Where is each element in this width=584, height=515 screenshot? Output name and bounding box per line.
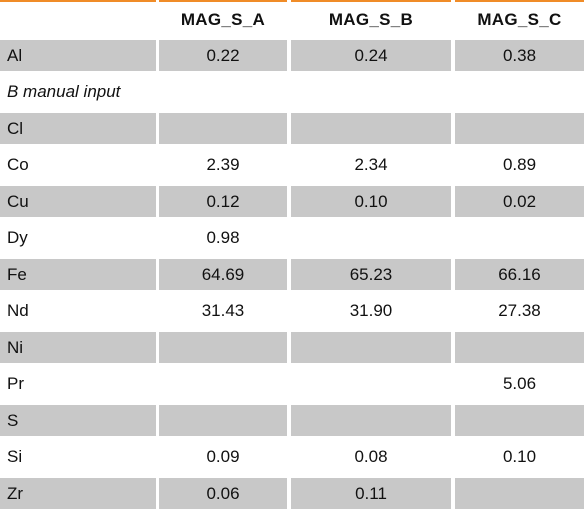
table-cell <box>455 332 584 363</box>
row-label: Cl <box>0 113 156 144</box>
table-header: MAG_S_A MAG_S_B MAG_S_C <box>0 0 584 38</box>
table-cell: 0.08 <box>354 447 388 466</box>
column-header-mag-s-c: MAG_S_C <box>455 0 584 38</box>
table-cell: 2.39 <box>206 155 240 174</box>
table-row: Cl <box>0 111 584 148</box>
table-cell: 66.16 <box>455 259 584 290</box>
table-row: Pr 5.06 <box>0 367 584 404</box>
table-cell <box>455 478 584 509</box>
table-row: Cu 0.12 0.10 0.02 <box>0 184 584 221</box>
row-label: Co <box>7 155 29 174</box>
table-cell: 31.43 <box>201 301 245 320</box>
table-cell: 2.34 <box>354 155 388 174</box>
row-label: Si <box>7 447 23 466</box>
table-row: Zr 0.06 0.11 <box>0 476 584 513</box>
column-header-mag-s-a: MAG_S_A <box>159 0 287 38</box>
table-row: Al 0.22 0.24 0.38 <box>0 38 584 75</box>
table-cell: 0.06 <box>159 478 287 509</box>
table-cell <box>291 113 451 144</box>
table-cell: 0.09 <box>206 447 240 466</box>
row-label: Nd <box>7 301 29 320</box>
header-corner <box>0 0 156 38</box>
table-cell: 27.38 <box>498 301 541 320</box>
table-cell: 0.10 <box>291 186 451 217</box>
row-label: Cu <box>0 186 156 217</box>
note-text: B manual input <box>7 82 121 101</box>
row-label: Ni <box>0 332 156 363</box>
table-cell <box>291 223 451 254</box>
table-cell <box>159 332 287 363</box>
table-cell: 0.24 <box>291 40 451 71</box>
column-header-mag-s-b: MAG_S_B <box>291 0 451 38</box>
table-cell <box>291 405 451 436</box>
table-cell: 5.06 <box>502 374 537 393</box>
table-cell <box>159 405 287 436</box>
table-cell: 0.02 <box>455 186 584 217</box>
table-row: Ni <box>0 330 584 367</box>
table-cell: 0.89 <box>502 155 537 174</box>
table-cell <box>159 113 287 144</box>
row-label: Pr <box>7 374 24 393</box>
table-cell: 0.22 <box>159 40 287 71</box>
table-row: S <box>0 403 584 440</box>
table-cell: 65.23 <box>291 259 451 290</box>
table-row: Nd 31.43 31.90 27.38 <box>0 294 584 331</box>
table-cell <box>291 332 451 363</box>
table-row: Co 2.39 2.34 0.89 <box>0 148 584 185</box>
table-cell: 0.11 <box>291 478 451 509</box>
row-label: Fe <box>0 259 156 290</box>
table-cell <box>455 405 584 436</box>
row-label: Al <box>0 40 156 71</box>
table-cell: 0.12 <box>159 186 287 217</box>
table-cell <box>291 369 451 400</box>
table-cell <box>455 223 584 254</box>
table-cell <box>159 369 287 400</box>
row-label: Zr <box>0 478 156 509</box>
row-label: Dy <box>7 228 28 247</box>
row-label: S <box>0 405 156 436</box>
table-row: Si 0.09 0.08 0.10 <box>0 440 584 477</box>
table-row: Dy 0.98 <box>0 221 584 258</box>
table-row: Fe 64.69 65.23 66.16 <box>0 257 584 294</box>
table-cell <box>455 113 584 144</box>
table-note-row: B manual input <box>0 75 584 112</box>
table-cell: 0.10 <box>502 447 537 466</box>
table-cell: 64.69 <box>159 259 287 290</box>
table-cell: 0.38 <box>455 40 584 71</box>
table-cell: 31.90 <box>349 301 393 320</box>
table-cell: 0.98 <box>206 228 240 247</box>
